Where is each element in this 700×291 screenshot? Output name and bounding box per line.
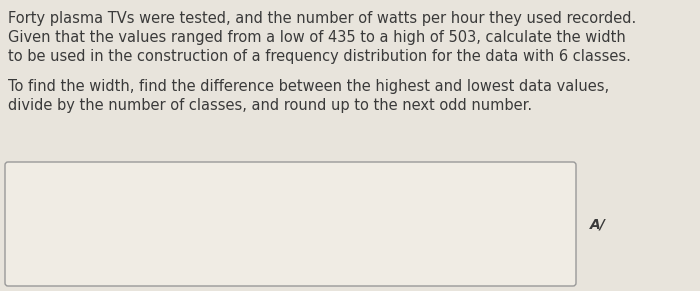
FancyBboxPatch shape xyxy=(5,162,576,286)
Text: To find the width, find the difference between the highest and lowest data value: To find the width, find the difference b… xyxy=(8,79,609,113)
Text: A/: A/ xyxy=(590,217,606,231)
Text: Forty plasma TVs were tested, and the number of watts per hour they used recorde: Forty plasma TVs were tested, and the nu… xyxy=(8,11,636,64)
